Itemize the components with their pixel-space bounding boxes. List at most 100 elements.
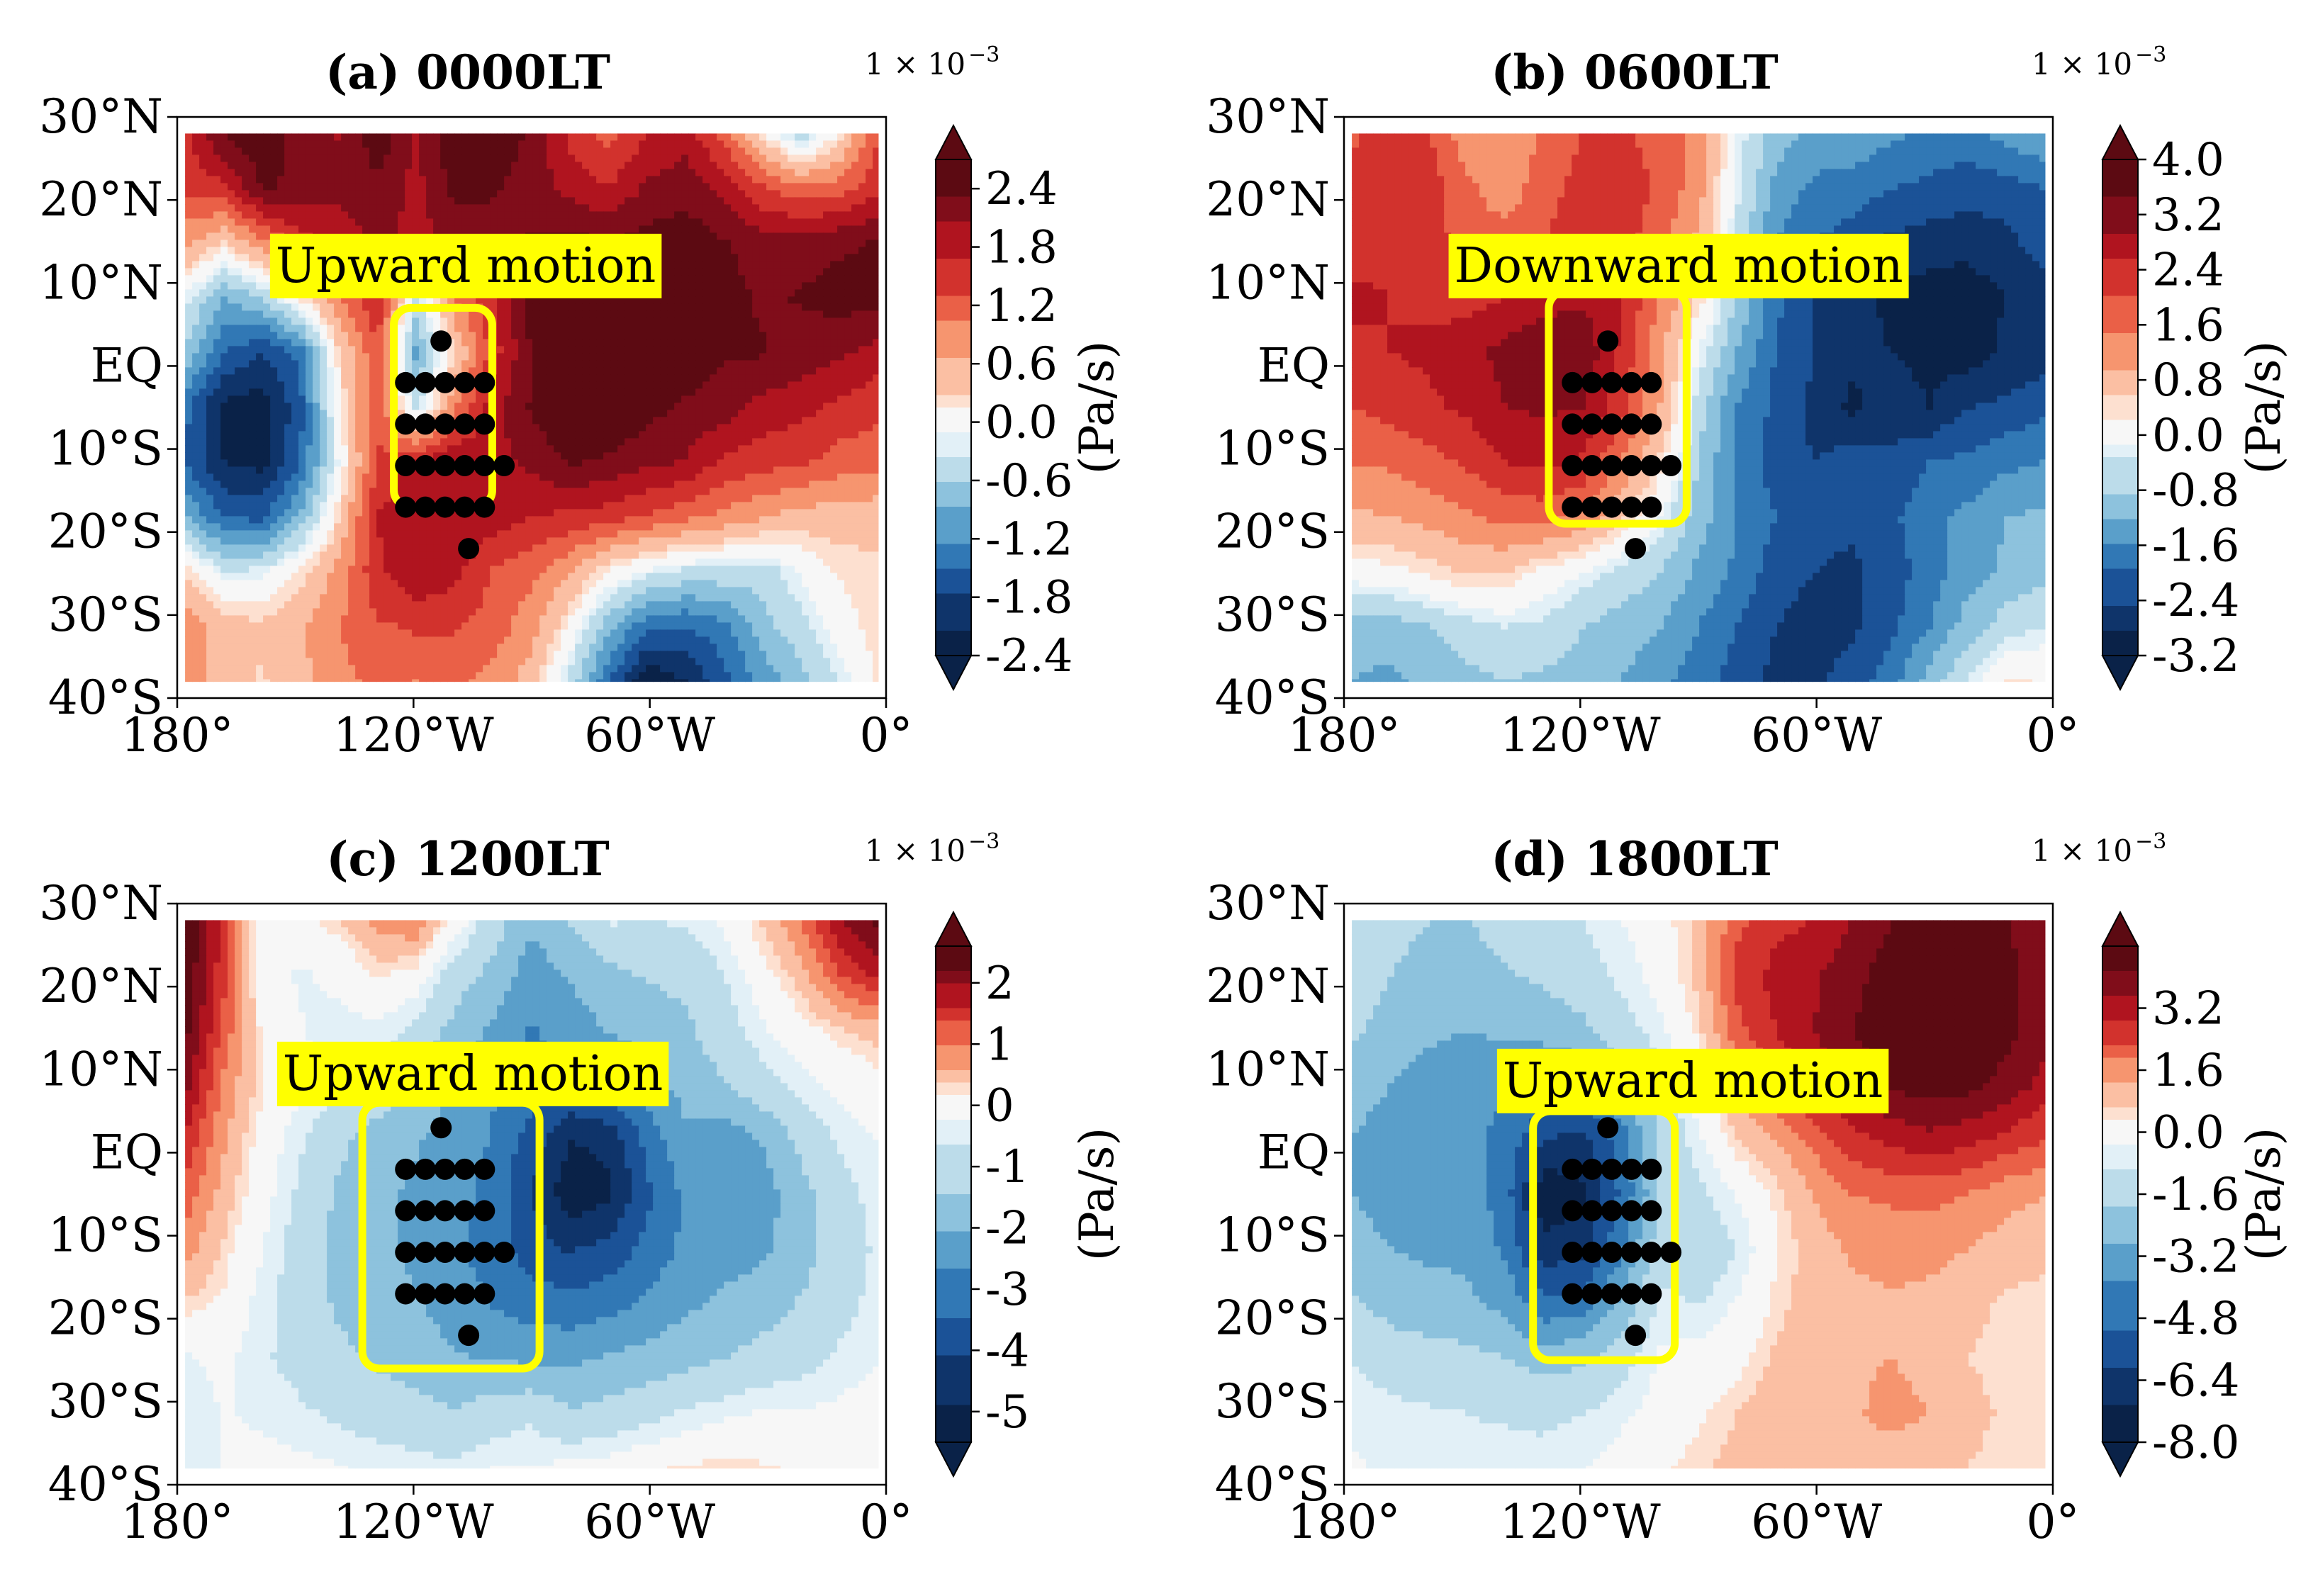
field-cell — [242, 466, 250, 474]
field-cell — [242, 317, 250, 325]
field-cell — [688, 261, 696, 269]
field-cell — [788, 332, 795, 339]
field-cell — [603, 204, 611, 212]
field-cell — [759, 140, 767, 148]
field-cell — [809, 176, 817, 184]
field-cell — [646, 473, 654, 481]
field-cell — [837, 488, 845, 495]
field-cell — [454, 473, 462, 481]
field-cell — [710, 374, 717, 382]
field-cell — [568, 346, 576, 354]
field-cell — [561, 317, 569, 325]
field-cell — [802, 459, 810, 467]
field-cell — [532, 325, 540, 332]
field-cell — [724, 211, 732, 219]
field-cell — [426, 410, 434, 417]
field-cell — [192, 317, 200, 325]
field-cell — [256, 289, 264, 297]
field-cell — [383, 381, 391, 389]
field-cell — [284, 403, 292, 410]
field-cell — [539, 424, 547, 432]
field-cell — [632, 481, 639, 488]
field-cell — [306, 140, 313, 148]
field-cell — [554, 154, 561, 162]
field-cell — [447, 360, 455, 368]
field-cell — [710, 310, 717, 318]
field-cell — [873, 133, 879, 141]
field-cell — [291, 367, 299, 375]
field-cell — [291, 395, 299, 403]
field-cell — [539, 211, 547, 219]
field-cell — [341, 204, 349, 212]
field-cell — [674, 346, 682, 354]
field-cell — [525, 473, 533, 481]
field-cell — [575, 417, 583, 425]
field-cell — [851, 176, 859, 184]
field-cell — [688, 452, 696, 460]
field-cell — [639, 140, 646, 148]
field-cell — [773, 381, 781, 389]
field-cell — [858, 190, 866, 198]
field-cell — [376, 183, 384, 191]
field-cell — [710, 275, 717, 283]
field-cell — [660, 452, 668, 460]
field-cell — [306, 310, 313, 318]
field-cell — [525, 169, 533, 176]
field-cell — [497, 147, 505, 155]
field-cell — [263, 346, 271, 354]
field-cell — [667, 296, 675, 304]
field-cell — [773, 339, 781, 347]
field-cell — [192, 431, 200, 439]
field-cell — [752, 417, 760, 425]
field-cell — [469, 353, 476, 361]
field-cell — [277, 481, 285, 488]
field-cell — [646, 204, 654, 212]
field-cell — [816, 218, 824, 226]
field-cell — [263, 332, 271, 339]
field-cell — [228, 240, 235, 247]
field-cell — [313, 388, 320, 396]
field-cell — [766, 353, 774, 361]
field-cell — [461, 438, 469, 446]
field-cell — [235, 374, 242, 382]
field-cell — [235, 381, 242, 389]
field-cell — [738, 247, 746, 254]
field-cell — [589, 459, 597, 467]
field-cell — [773, 296, 781, 304]
field-cell — [313, 317, 320, 325]
field-cell — [497, 367, 505, 375]
field-cell — [752, 381, 760, 389]
field-cell — [291, 169, 299, 176]
field-cell — [461, 169, 469, 176]
field-cell — [667, 197, 675, 205]
field-cell — [525, 346, 533, 354]
field-cell — [518, 176, 526, 184]
field-cell — [681, 240, 689, 247]
field-cell — [525, 374, 533, 382]
field-cell — [476, 147, 483, 155]
field-cell — [639, 424, 646, 432]
field-cell — [306, 488, 313, 495]
field-cell — [802, 275, 810, 283]
field-cell — [759, 445, 767, 453]
field-cell — [667, 147, 675, 155]
field-cell — [695, 254, 703, 262]
field-cell — [341, 466, 349, 474]
field-cell — [213, 296, 221, 304]
field-cell — [249, 218, 257, 226]
field-cell — [185, 325, 193, 332]
field-cell — [582, 296, 590, 304]
field-cell — [440, 296, 448, 304]
field-cell — [752, 147, 760, 155]
field-cell — [717, 381, 724, 389]
field-cell — [568, 438, 576, 446]
field-cell — [816, 162, 824, 169]
field-cell — [213, 218, 221, 226]
field-cell — [589, 410, 597, 417]
field-cell — [185, 452, 193, 460]
field-cell — [823, 417, 831, 425]
field-cell — [795, 254, 802, 262]
field-cell — [376, 431, 384, 439]
field-cell — [674, 374, 682, 382]
field-cell — [447, 332, 455, 339]
